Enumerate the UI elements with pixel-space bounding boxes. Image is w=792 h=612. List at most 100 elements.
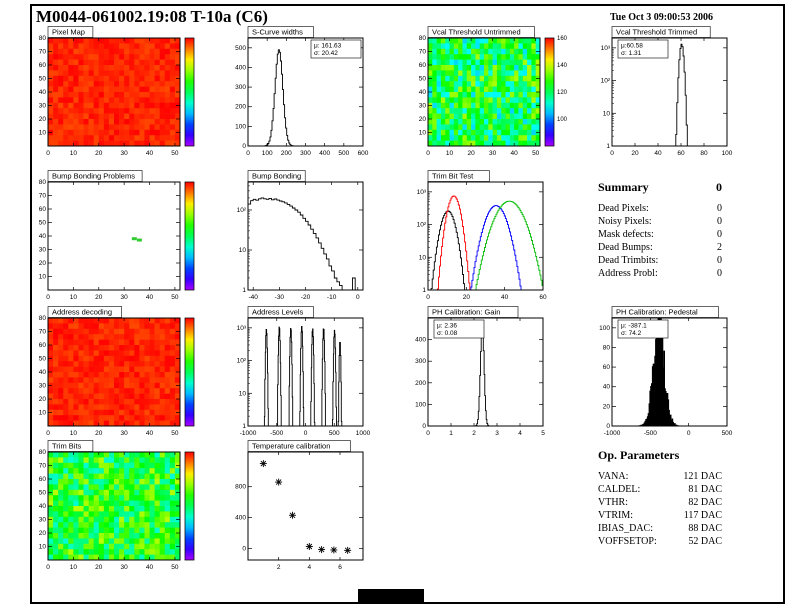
svg-text:70: 70	[39, 193, 47, 200]
svg-text:50: 50	[171, 564, 179, 571]
svg-text:40: 40	[146, 430, 154, 437]
svg-text:60: 60	[603, 364, 611, 371]
bump-bonding-problems-chart: 0 10 20 30 40 50 10 20 30 40 50 60 70 80 Bump Bonding …	[18, 170, 218, 306]
pixel-map-canvas: 0 10 20 30 40 50 10 20 30 40 50 60 70 80 Pixel Map	[39, 26, 195, 157]
op-parameter-label: VTHR:	[598, 497, 628, 508]
op-parameter-row: VOFFSETOP: 52 DAC	[598, 535, 722, 548]
trim-bit-test-title-box	[427, 170, 490, 182]
bump-problems-title: Bump Bonding Problems	[52, 172, 135, 181]
svg-text:70: 70	[39, 329, 47, 336]
svg-text:20: 20	[39, 530, 47, 537]
scurve-widths-chart: 0 100 200 300 400 500 600 0 100 200 300 400 500 S-Cur…	[218, 26, 418, 162]
op-parameter-label: VTRIM:	[598, 510, 633, 521]
svg-text:100: 100	[557, 117, 568, 123]
svg-text:100: 100	[415, 401, 426, 408]
svg-text:50: 50	[532, 150, 540, 157]
svg-text:10³: 10³	[237, 325, 247, 332]
svg-text:20: 20	[467, 150, 475, 157]
svg-text:0: 0	[606, 423, 610, 430]
ph-pedestal-title: PH Calibration: Pedestal	[616, 308, 698, 317]
op-parameter-value: 117 DAC	[683, 510, 722, 521]
footer-bar	[358, 589, 424, 602]
svg-text:60: 60	[39, 62, 47, 69]
address-levels-canvas: -1000 -500 0 500 1000 1 10 10² 10³ Address Levels	[237, 306, 371, 437]
scurve-widths-stats-box	[310, 39, 362, 59]
svg-text:1: 1	[242, 287, 246, 294]
trim-bits-canvas: 0 10 20 30 40 50 10 20 30 40 50 60 70 80 Trim Bits	[39, 440, 195, 571]
svg-text:10³: 10³	[417, 189, 427, 196]
temp-calibration-title: Temperature calibration	[252, 442, 330, 451]
svg-text:5: 5	[541, 430, 545, 437]
svg-text:0: 0	[46, 430, 50, 437]
svg-text:50: 50	[39, 220, 47, 227]
svg-text:80: 80	[603, 344, 611, 351]
bump-bonding-chart: -40 -30 -20 -10 0 1 10 10² Bump Bonding	[218, 170, 418, 306]
svg-text:10: 10	[70, 294, 78, 301]
svg-text:50: 50	[39, 490, 47, 497]
svg-text:40: 40	[39, 369, 47, 376]
svg-text:0: 0	[242, 143, 246, 150]
svg-text:40: 40	[39, 503, 47, 510]
svg-text:40: 40	[39, 89, 47, 96]
summary-row: Address Probl: 0	[598, 267, 722, 280]
svg-text:10: 10	[39, 410, 47, 417]
op-parameter-label: CALDEL:	[598, 484, 641, 495]
svg-text:80: 80	[39, 179, 47, 186]
scurve-widths-canvas: 0 100 200 300 400 500 600 0 100 200 300 400 500 S-Cur…	[235, 26, 369, 157]
summary-heading: Summary	[598, 180, 649, 194]
svg-text:30: 30	[39, 383, 47, 390]
svg-text:80: 80	[419, 35, 427, 42]
svg-text:10²: 10²	[237, 207, 247, 214]
svg-text:-30: -30	[275, 294, 285, 301]
op-parameter-row: VANA: 121 DAC	[598, 470, 722, 483]
pixel-map-chart: 0 10 20 30 40 50 10 20 30 40 50 60 70 80 Pixel Map	[18, 26, 218, 162]
trim-bit-test-canvas: 0 20 40 60 1 10 10² 10³ Trim Bit Test	[417, 170, 547, 301]
summary-row-label: Dead Bumps:	[598, 242, 653, 253]
svg-text:60: 60	[39, 206, 47, 213]
svg-text:30: 30	[39, 247, 47, 254]
svg-text:0: 0	[422, 423, 426, 430]
summary-panel: Summary 0 Dead Pixels: 0 Noisy Pixels: 0 M…	[598, 180, 722, 280]
svg-text:0: 0	[426, 150, 430, 157]
temp-calibration-canvas: 2 4 6 0 400 800 Temperature calibration	[235, 440, 364, 571]
svg-text:300: 300	[300, 150, 311, 157]
svg-text:30: 30	[39, 103, 47, 110]
op-parameter-row: VTHR: 82 DAC	[598, 496, 722, 509]
op-parameter-row: VTRIM: 117 DAC	[598, 509, 722, 522]
scurve-widths-title-box	[247, 26, 314, 38]
svg-text:1000: 1000	[356, 430, 371, 437]
svg-text:400: 400	[319, 150, 330, 157]
ph-gain-canvas: 0 1 2 3 4 5 0 100 200 300 400 PH Calibration: Gain μ…	[415, 306, 545, 437]
op-parameter-value: 121 DAC	[683, 471, 722, 482]
summary-row: Dead Pixels: 0	[598, 202, 722, 215]
op-parameter-value: 88 DAC	[688, 523, 722, 534]
svg-text:20: 20	[95, 294, 103, 301]
vcal-trimmed-canvas: 0 20 40 60 80 100 1 10 10² 10³ Vcal Threshold Trim…	[601, 26, 733, 157]
summary-grade: 0	[716, 180, 722, 194]
op-parameter-label: IBIAS_DAC:	[598, 523, 654, 534]
svg-text:400: 400	[235, 64, 246, 71]
svg-text:σ: 74.2: σ: 74.2	[621, 330, 642, 337]
svg-text:-500: -500	[270, 430, 283, 437]
svg-text:100: 100	[235, 123, 246, 130]
svg-text:400: 400	[235, 515, 246, 522]
svg-text:3: 3	[495, 430, 499, 437]
svg-text:300: 300	[235, 84, 246, 91]
svg-text:2: 2	[277, 564, 281, 571]
summary-row-value: 0	[717, 203, 722, 214]
vcal-trimmed-stats-box	[617, 39, 669, 59]
op-parameter-label: VOFFSETOP:	[598, 536, 657, 547]
svg-text:80: 80	[39, 449, 47, 456]
svg-text:10: 10	[70, 430, 78, 437]
svg-text:800: 800	[235, 484, 246, 491]
pixel-map-title: Pixel Map	[52, 28, 85, 37]
svg-text:6: 6	[338, 564, 342, 571]
svg-text:30: 30	[419, 103, 427, 110]
svg-text:40: 40	[146, 294, 154, 301]
op-parameters-panel: Op. Parameters VANA: 121 DAC CALDEL: 81 DA…	[598, 448, 722, 548]
address-decoding-canvas: 0 10 20 30 40 50 10 20 30 40 50 60 70 80 Address decod…	[39, 306, 195, 437]
svg-text:100: 100	[722, 150, 733, 157]
svg-text:μ: -387.1: μ: -387.1	[621, 323, 647, 330]
op-parameter-row: IBIAS_DAC: 88 DAC	[598, 522, 722, 535]
svg-text:σ: 0.08: σ: 0.08	[437, 330, 458, 337]
